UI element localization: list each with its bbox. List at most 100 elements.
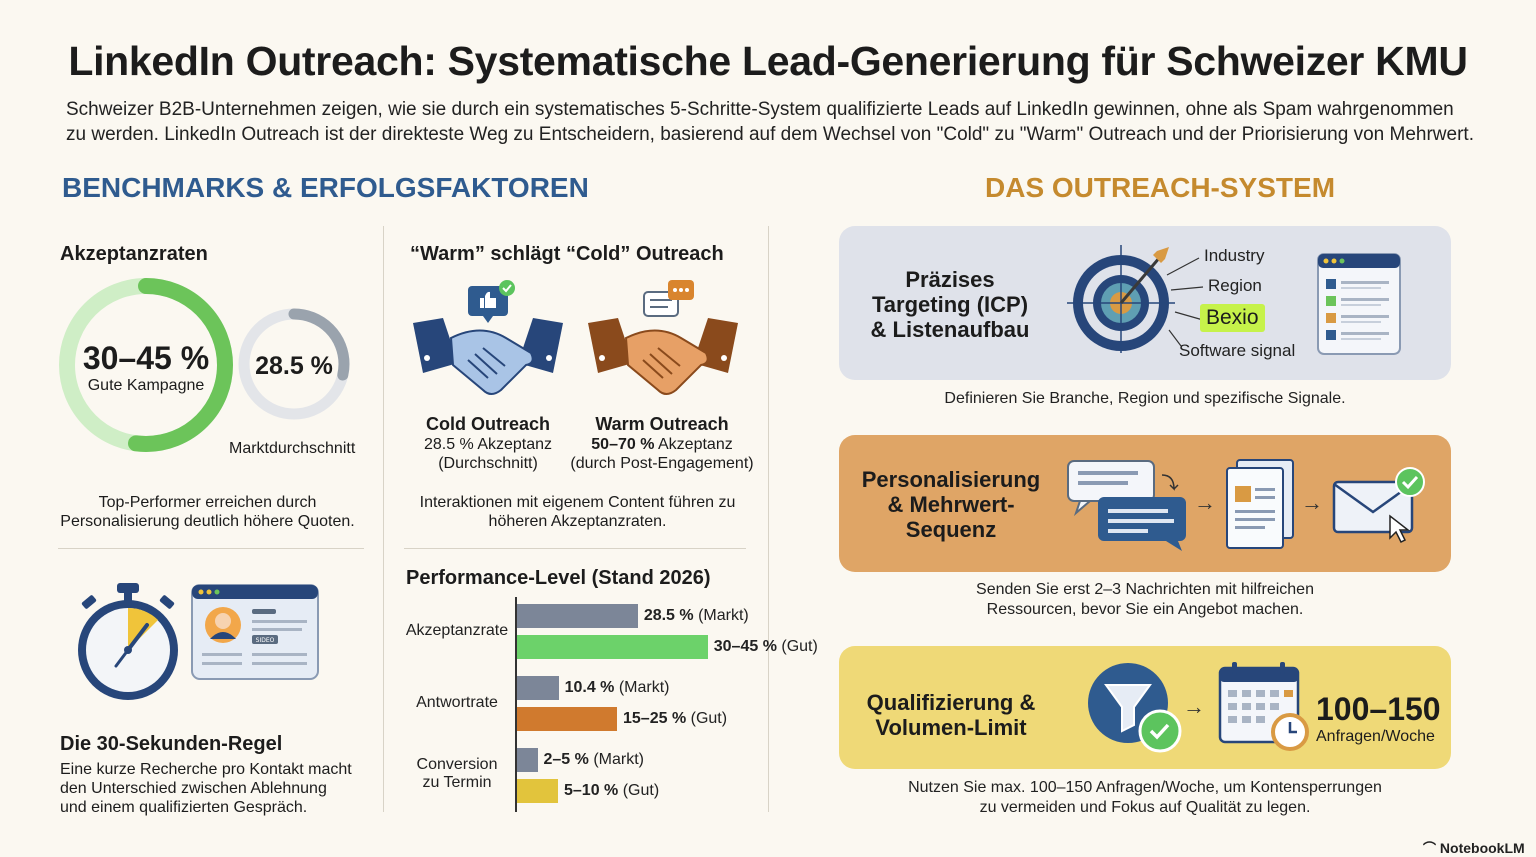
chart-axis	[515, 597, 517, 812]
cold-outreach-rate: 28.5 % Akzeptanz	[423, 436, 553, 453]
chart-category-label-line: Conversion	[416, 755, 498, 773]
chart-bar	[517, 676, 559, 700]
good-ring-arc	[59, 278, 233, 452]
chart-data-label: 28.5 % (Markt)	[643, 607, 749, 624]
cold-outreach-title: Cold Outreach	[425, 414, 550, 434]
warm-rate-value: 50–70 %	[591, 436, 655, 453]
warm-rate-label: Akzeptanz	[654, 436, 733, 453]
step-title-qualification: Qualifizierung & Volumen-Limit	[860, 690, 1042, 740]
email-sent-icon	[1332, 467, 1425, 544]
rule-text-line: den Unterschied zwischen Ablehnung	[60, 780, 327, 797]
divider	[768, 226, 769, 812]
market-rate-value: 28.5 %	[255, 352, 333, 380]
good-rate-label: Gute Kampagne	[87, 377, 205, 394]
divider	[58, 548, 364, 549]
tag-bexio: Bexio	[1200, 304, 1265, 332]
acceptance-heading: Akzeptanzraten	[60, 243, 208, 265]
market-ring-arc	[238, 308, 350, 420]
rule-heading: Die 30-Sekunden-Regel	[60, 733, 283, 755]
divider	[404, 548, 746, 549]
warm-cold-note: Interaktionen mit eigenem Content führen…	[395, 493, 760, 531]
chart-bar	[517, 707, 617, 731]
step-title-personalization: Personalisierung & Mehrwert- Sequenz	[860, 467, 1042, 542]
message-bubbles-icon	[1067, 460, 1186, 551]
step-title-line: & Listenaufbau	[870, 317, 1030, 342]
step-title-line: & Mehrwert-	[887, 492, 1015, 517]
warm-outreach-note: (durch Post-Engagement)	[570, 455, 754, 472]
arrow-icon: →	[1183, 694, 1205, 719]
warm-cold-note-line: höheren Akzeptanzraten.	[488, 513, 667, 530]
page-title: LinkedIn Outreach: Systematische Lead-Ge…	[68, 38, 1468, 84]
tag-region: Region	[1208, 276, 1262, 295]
tag-software-signal: Software signal	[1179, 341, 1296, 360]
good-rate-value: 30–45 %	[82, 340, 210, 376]
chart-category-label-line: Antwortrate	[416, 693, 498, 711]
rule-text-line: Eine kurze Recherche pro Kontakt macht	[60, 761, 352, 778]
document-icon	[1226, 459, 1294, 549]
step-caption-line: Senden Sie erst 2–3 Nachrichten mit hilf…	[976, 581, 1314, 598]
chart-category-label: Akzeptanzrate	[405, 622, 509, 640]
acceptance-note-line: Personalisierung deutlich höhere Quoten.	[60, 513, 355, 530]
step-caption-targeting: Definieren Sie Branche, Region und spezi…	[944, 390, 1346, 407]
list-document-icon	[1317, 253, 1401, 355]
acceptance-note-line: Top-Performer erreichen durch	[98, 494, 317, 511]
chart-bar	[517, 748, 538, 772]
rule-text: Eine kurze Recherche pro Kontakt macht d…	[60, 760, 380, 817]
calendar-clock-icon	[1218, 662, 1309, 751]
chart-data-label: 5–10 % (Gut)	[564, 782, 660, 799]
arrow-icon: →	[1301, 490, 1323, 515]
volume-limit-unit: Anfragen/Woche	[1316, 728, 1435, 745]
tag-connector-lines	[1166, 257, 1204, 347]
step-title-line: Sequenz	[905, 517, 997, 542]
cold-outreach-note: (Durchschnitt)	[438, 455, 538, 472]
step-title-line: Qualifizierung &	[866, 690, 1036, 715]
warm-outreach-rate: 50–70 % Akzeptanz	[566, 435, 758, 454]
acceptance-rings	[59, 278, 350, 452]
warm-cold-heading: “Warm” schlägt “Cold” Outreach	[410, 243, 724, 265]
chart-data-label: 2–5 % (Markt)	[543, 751, 644, 768]
step-title-line: Volumen-Limit	[875, 715, 1027, 740]
warm-handshake-icon	[588, 280, 738, 395]
tag-industry: Industry	[1204, 246, 1265, 265]
acceptance-note: Top-Performer erreichen durch Personalis…	[50, 493, 365, 531]
brand-logo: ⌒ NotebookLM	[1423, 838, 1525, 857]
funnel-check-icon	[1088, 663, 1182, 753]
profile-card-icon: SIDEO	[191, 584, 319, 680]
outreach-system-section-title: DAS OUTREACH-SYSTEM	[985, 172, 1336, 203]
step-title-line: Personalisierung	[861, 467, 1041, 492]
step-caption-line: zu vermeiden und Fokus auf Qualität zu l…	[979, 799, 1311, 816]
step-caption-line: Ressourcen, bevor Sie ein Angebot machen…	[986, 601, 1304, 618]
chart-data-label: 15–25 % (Gut)	[623, 710, 728, 727]
cold-outreach-block: Cold Outreach 28.5 % Akzeptanz (Durchsch…	[408, 414, 568, 473]
volume-limit-value: 100–150	[1316, 691, 1441, 727]
chart-title: Performance-Level (Stand 2026)	[406, 567, 711, 589]
notebooklm-icon: ⌒	[1423, 841, 1437, 856]
warm-outreach-title: Warm Outreach	[595, 414, 729, 434]
chart-category-label: Antwortrate	[405, 694, 509, 712]
intro-text: Schweizer B2B-Unternehmen zeigen, wie si…	[66, 99, 1474, 145]
chart-bar	[517, 779, 558, 803]
brand-name: NotebookLM	[1439, 840, 1525, 856]
chart-data-label: 10.4 % (Markt)	[564, 679, 670, 696]
chart-bar	[517, 635, 708, 659]
divider	[383, 226, 384, 812]
stopwatch-icon	[78, 583, 178, 700]
benchmarks-section-title: BENCHMARKS & ERFOLGSFAKTOREN	[62, 172, 589, 203]
chart-category-label-line: zu Termin	[422, 773, 492, 791]
step-title-line: Targeting (ICP)	[871, 292, 1029, 317]
market-rate-label: Marktdurchschnitt	[229, 440, 356, 457]
chart-bar	[517, 604, 638, 628]
step-caption-qualification: Nutzen Sie max. 100–150 Anfragen/Woche, …	[839, 778, 1451, 818]
step-title-targeting: Präzises Targeting (ICP) & Listenaufbau	[860, 267, 1040, 342]
chart-category-label-line: Akzeptanzrate	[405, 621, 509, 639]
warm-outreach-block: Warm Outreach 50–70 % Akzeptanz (durch P…	[566, 414, 758, 473]
arrow-icon: →	[1194, 490, 1216, 515]
step-title-line: Präzises	[905, 267, 995, 292]
warm-cold-note-line: Interaktionen mit eigenem Content führen…	[419, 494, 736, 511]
rule-text-line: und einem qualifizierten Gespräch.	[60, 799, 308, 816]
step-caption-line: Nutzen Sie max. 100–150 Anfragen/Woche, …	[908, 779, 1382, 796]
chart-category-label: Conversion zu Termin	[405, 756, 509, 792]
svg-text:SIDEO: SIDEO	[256, 637, 275, 644]
target-icon	[1067, 245, 1175, 353]
chart-data-label: 30–45 % (Gut)	[713, 638, 818, 655]
